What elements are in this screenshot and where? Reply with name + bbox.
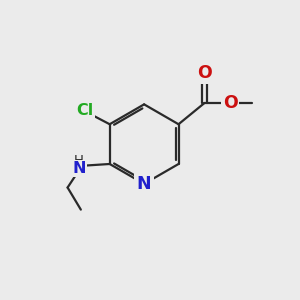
Text: H: H (74, 154, 84, 167)
Text: O: O (197, 64, 212, 82)
Text: Cl: Cl (76, 103, 93, 118)
Text: N: N (72, 161, 86, 176)
Text: O: O (223, 94, 238, 112)
Text: N: N (137, 175, 152, 193)
